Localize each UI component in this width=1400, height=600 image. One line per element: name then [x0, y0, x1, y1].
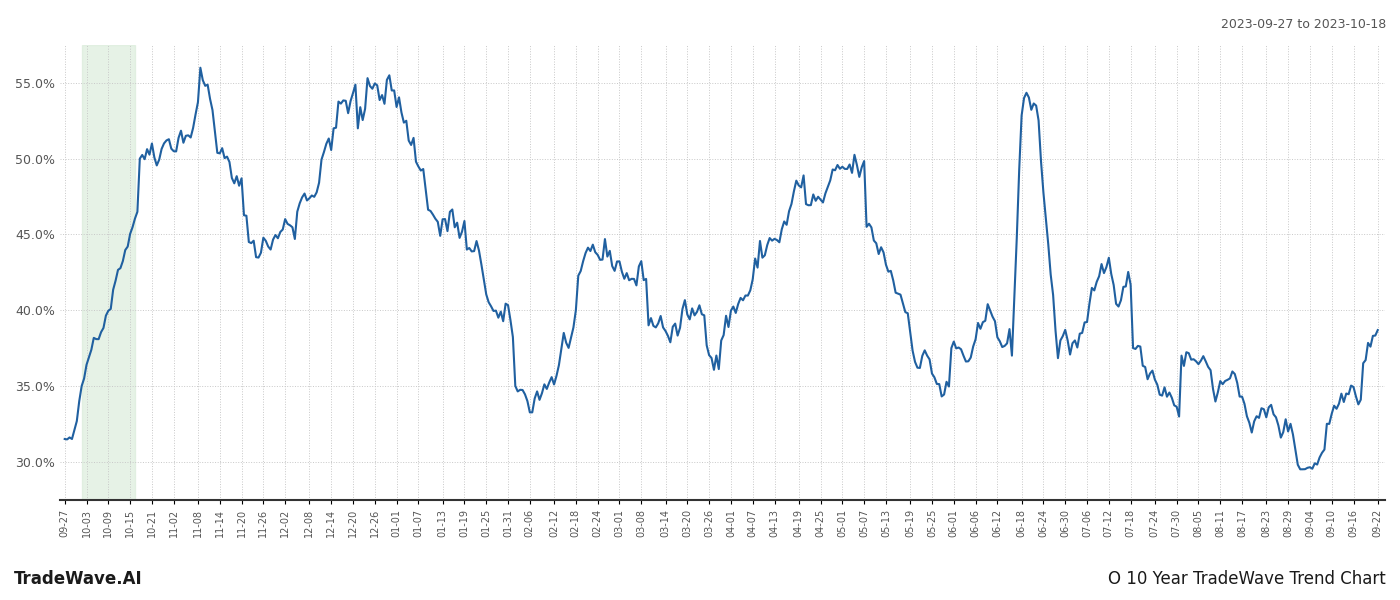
Text: 2023-09-27 to 2023-10-18: 2023-09-27 to 2023-10-18 [1221, 18, 1386, 31]
Text: O 10 Year TradeWave Trend Chart: O 10 Year TradeWave Trend Chart [1109, 570, 1386, 588]
Text: TradeWave.AI: TradeWave.AI [14, 570, 143, 588]
Bar [81, 45, 134, 500]
